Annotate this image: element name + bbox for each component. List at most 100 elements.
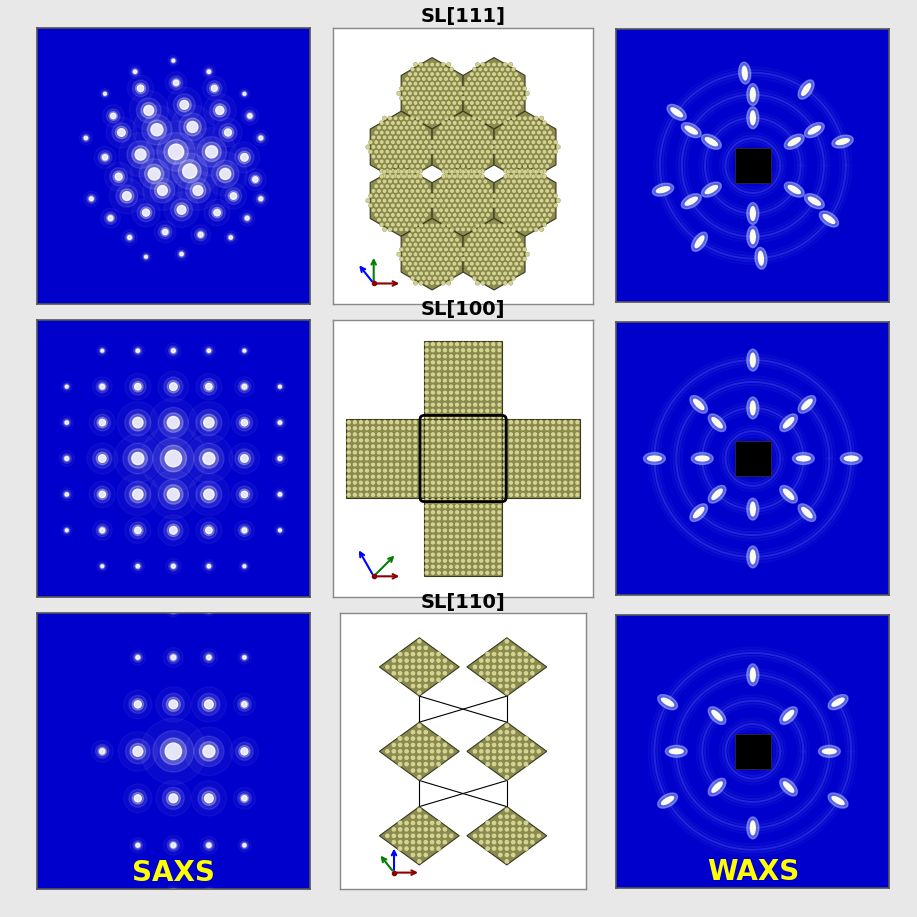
Circle shape [478,96,482,100]
Circle shape [444,96,448,100]
Circle shape [534,116,538,120]
Circle shape [497,503,502,509]
Circle shape [219,124,237,141]
Circle shape [536,174,541,179]
Circle shape [545,420,549,425]
Circle shape [536,664,541,669]
Circle shape [503,184,508,188]
Circle shape [534,173,538,178]
Circle shape [205,889,213,896]
Circle shape [551,456,556,461]
Circle shape [453,184,457,188]
Circle shape [503,110,507,115]
Circle shape [423,814,428,819]
Circle shape [430,62,435,67]
Circle shape [393,164,398,169]
Circle shape [436,528,441,533]
Circle shape [475,223,480,227]
Circle shape [542,169,547,173]
Circle shape [210,83,219,94]
Circle shape [377,474,381,479]
Circle shape [174,203,189,217]
Circle shape [512,217,516,222]
Circle shape [405,86,409,91]
Circle shape [193,736,224,767]
Circle shape [456,170,459,174]
Circle shape [65,492,69,496]
Circle shape [425,528,429,533]
Circle shape [370,474,375,479]
Circle shape [472,154,477,159]
Circle shape [547,160,552,163]
Circle shape [370,425,375,431]
Circle shape [377,481,381,485]
Circle shape [347,474,351,479]
Circle shape [425,91,429,95]
Circle shape [425,403,429,407]
Circle shape [461,227,465,232]
Circle shape [449,173,454,178]
Circle shape [444,267,448,271]
Circle shape [472,86,477,91]
Circle shape [478,228,482,232]
Circle shape [494,145,499,149]
Circle shape [382,189,387,193]
Circle shape [196,481,222,507]
Circle shape [498,834,503,838]
Circle shape [511,743,515,747]
Circle shape [498,160,503,163]
Circle shape [423,736,428,741]
Circle shape [456,164,459,169]
Circle shape [504,821,510,825]
Circle shape [411,755,415,760]
Circle shape [136,565,139,568]
Circle shape [411,658,415,663]
Circle shape [456,227,459,232]
Circle shape [370,432,375,436]
Circle shape [534,170,538,174]
Circle shape [429,827,435,832]
Circle shape [458,252,462,257]
Circle shape [193,185,203,195]
Circle shape [389,444,393,448]
Circle shape [404,755,409,760]
Circle shape [494,105,499,110]
Circle shape [396,130,401,135]
Circle shape [452,110,457,115]
Circle shape [422,276,426,281]
Circle shape [504,743,510,747]
Circle shape [467,408,471,414]
Circle shape [370,462,375,467]
Circle shape [444,154,448,159]
Circle shape [427,238,432,242]
Circle shape [458,82,462,86]
Circle shape [508,438,514,443]
Ellipse shape [819,746,840,757]
Circle shape [385,213,390,217]
Circle shape [414,281,418,285]
Circle shape [422,67,426,72]
Circle shape [405,105,409,110]
Circle shape [443,450,447,455]
Circle shape [425,101,429,105]
Circle shape [475,174,480,179]
Circle shape [512,248,515,251]
Circle shape [470,101,474,105]
Circle shape [443,492,447,497]
Circle shape [407,450,412,455]
Circle shape [497,570,502,575]
Circle shape [382,217,387,222]
Circle shape [370,450,375,455]
Circle shape [385,664,390,669]
Circle shape [569,438,574,443]
Circle shape [416,86,421,91]
Circle shape [159,480,188,510]
Circle shape [230,193,237,199]
Circle shape [545,164,549,169]
Circle shape [100,748,105,754]
Circle shape [472,749,478,754]
Circle shape [514,420,519,425]
Circle shape [441,160,446,163]
Circle shape [237,414,252,431]
Circle shape [436,492,441,497]
